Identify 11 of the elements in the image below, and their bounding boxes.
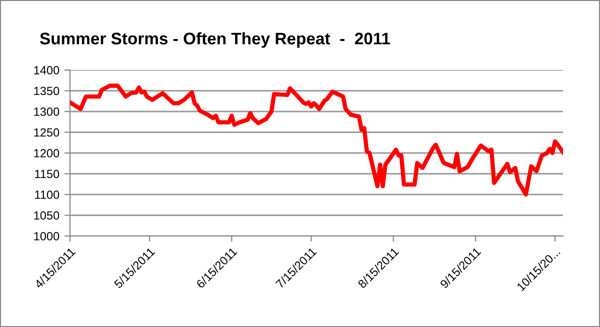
y-tick-label: 1300 [34,108,60,116]
y-tick-label: 1050 [34,211,60,220]
y-tick-label: 1200 [34,149,60,158]
y-tick-label: 1350 [34,86,60,96]
y-tick-label: 1150 [35,170,60,178]
y-tick-label: 1100 [35,190,60,199]
y-tick-label: 1250 [34,128,60,137]
chart-title: Summer Storms - Often They Repeat - 2011 [40,32,390,48]
y-tick-label: 1400 [34,66,60,74]
line-series [70,84,563,197]
y-tick-label: 1000 [34,232,60,240]
